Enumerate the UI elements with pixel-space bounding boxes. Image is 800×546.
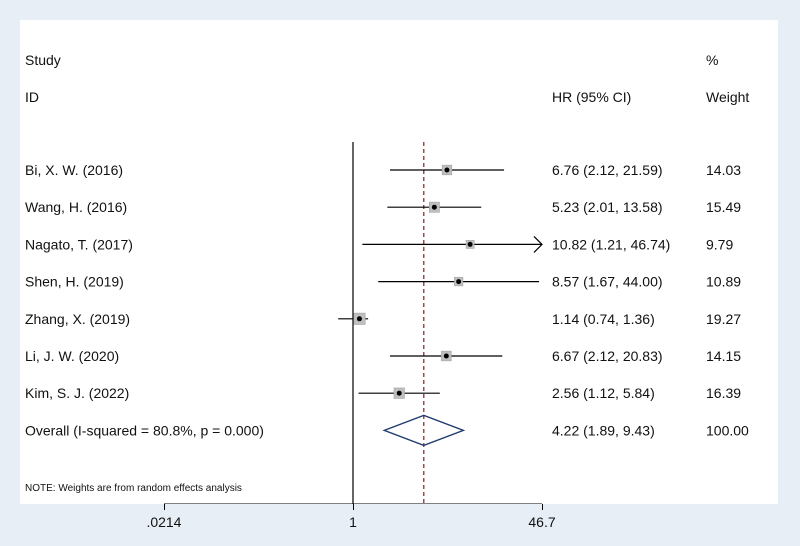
overall-diamond — [382, 414, 466, 447]
overall-weight-text: 100.00 — [706, 422, 749, 438]
note-text: NOTE: Weights are from random effects an… — [25, 483, 242, 494]
forest-plot: Study ID HR (95% CI) % Weight Bi, X. W. … — [20, 20, 778, 505]
study-label: Zhang, X. (2019) — [25, 311, 130, 327]
point-estimate — [467, 241, 473, 247]
weight-header: Weight — [706, 89, 749, 105]
weight-text: 10.89 — [706, 274, 741, 290]
hr-ci-text: 10.82 (1.21, 46.74) — [552, 236, 670, 252]
study-header: Study — [25, 52, 61, 68]
x-tick-mark — [163, 504, 165, 510]
study-label: Bi, X. W. (2016) — [25, 162, 123, 178]
overall-label: Overall (I-squared = 80.8%, p = 0.000) — [25, 422, 264, 438]
study-label: Li, J. W. (2020) — [25, 348, 119, 364]
x-tick-label: .0214 — [146, 514, 182, 530]
hr-header: HR (95% CI) — [552, 89, 631, 105]
study-label: Wang, H. (2016) — [25, 199, 127, 215]
hr-ci-text: 6.76 (2.12, 21.59) — [552, 162, 663, 178]
point-estimate — [396, 390, 402, 396]
x-tick-mark — [353, 504, 354, 510]
study-label: Shen, H. (2019) — [25, 274, 124, 290]
x-tick-label: 1 — [349, 514, 357, 530]
percent-header: % — [706, 52, 718, 68]
weight-text: 9.79 — [706, 236, 733, 252]
weight-text: 19.27 — [706, 311, 741, 327]
weight-text: 14.15 — [706, 348, 741, 364]
study-label: Kim, S. J. (2022) — [25, 385, 129, 401]
point-estimate — [456, 279, 462, 285]
study-label: Nagato, T. (2017) — [25, 236, 133, 252]
hr-ci-text: 6.67 (2.12, 20.83) — [552, 348, 663, 364]
hr-ci-text: 2.56 (1.12, 5.84) — [552, 385, 655, 401]
hr-ci-text: 1.14 (0.74, 1.36) — [552, 311, 655, 327]
hr-ci-text: 8.57 (1.67, 44.00) — [552, 274, 663, 290]
forest-plot-svg: Study ID HR (95% CI) % Weight Bi, X. W. … — [25, 52, 749, 505]
weight-text: 15.49 — [706, 199, 741, 215]
weight-text: 16.39 — [706, 385, 741, 401]
point-estimate — [443, 353, 449, 359]
hr-ci-text: 5.23 (2.01, 13.58) — [552, 199, 663, 215]
x-tick-mark — [542, 504, 543, 510]
x-tick-label: 46.7 — [528, 514, 556, 530]
point-estimate — [444, 167, 450, 173]
point-estimate — [356, 316, 362, 322]
id-header: ID — [25, 89, 39, 105]
point-estimate — [431, 204, 437, 210]
ci-arrow — [533, 235, 543, 253]
weight-text: 14.03 — [706, 162, 741, 178]
overall-ci-text: 4.22 (1.89, 9.43) — [552, 422, 655, 438]
